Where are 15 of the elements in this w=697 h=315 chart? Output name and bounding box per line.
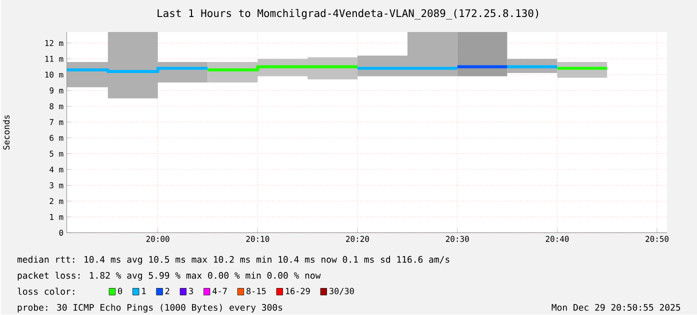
text: probe: 30 ICMP Echo Pings (1000 Bytes) every 300s — [18, 304, 282, 313]
text: Mon Dec 29 20:50:55 2025 — [552, 304, 680, 311]
legend-label: 1 — [142, 288, 146, 294]
legend-label: 2 — [165, 288, 170, 294]
legend-label: 4-7 — [212, 288, 227, 294]
legend-title: loss color: — [18, 288, 74, 295]
legend-label: 30/30 — [330, 288, 354, 296]
y-axis-title: Seconds — [2, 116, 10, 150]
legend-label: 3 — [189, 288, 193, 294]
text: median rtt: 10.4 ms avg 10.5 ms max 10.2 ms min 10.4 ms now 0.1 ms sd 116.6 am/s — [17, 256, 450, 265]
legend-label: 8-15 — [246, 288, 266, 294]
legend-label: 16-29 — [286, 288, 310, 294]
text: packet loss: 1.82 % avg 5.99 % max 0.00 % min 0.00 % now — [18, 272, 321, 281]
legend-label: 0 — [118, 288, 122, 294]
chart-title: Last 1 Hours to Momchilgrad-4Vendeta-VLAN_2089_(172.25.8.130) — [158, 9, 538, 20]
